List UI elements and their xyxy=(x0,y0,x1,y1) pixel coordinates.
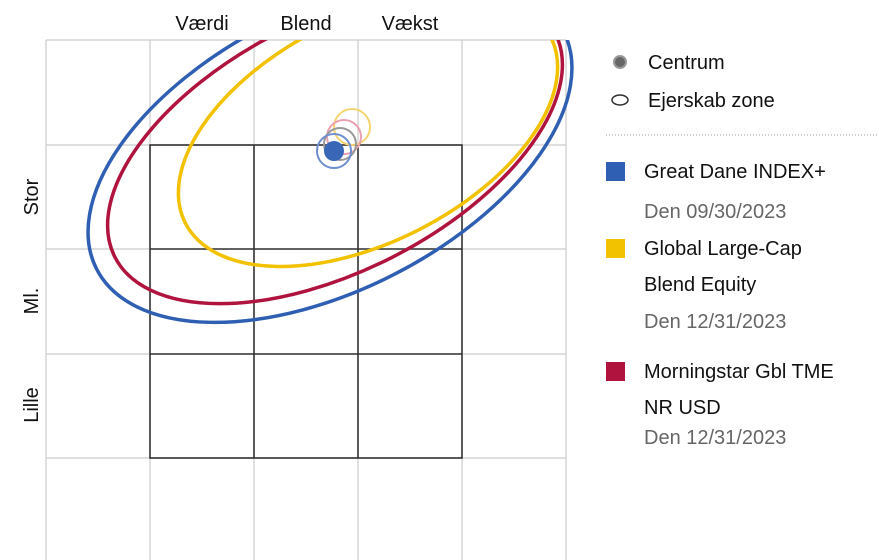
row-label: Ml. xyxy=(21,288,43,315)
legend-label: Blend Equity xyxy=(644,274,756,296)
column-label: Vækst xyxy=(382,13,439,35)
row-label: Stor xyxy=(21,178,43,215)
centroids xyxy=(316,108,371,169)
legend-label: Ejerskab zone xyxy=(648,90,775,112)
legend-label: Morningstar Gbl TME xyxy=(644,361,834,383)
legend: Centrum Ejerskab zone Great Dane INDEX+ … xyxy=(606,52,879,449)
legend-label: Centrum xyxy=(648,52,725,74)
ownership-zones xyxy=(86,40,574,325)
zone-blue xyxy=(86,40,574,325)
zone-yellow xyxy=(176,40,560,269)
column-label: Værdi xyxy=(175,13,228,35)
legend-date: Den 12/31/2023 xyxy=(644,311,786,333)
zone-red xyxy=(105,40,565,306)
row-label: Lille xyxy=(21,387,43,423)
legend-label: NR USD xyxy=(644,397,721,419)
legend-date: Den 12/31/2023 xyxy=(644,427,786,449)
legend-label: Global Large-Cap xyxy=(644,238,802,260)
legend-date: Den 09/30/2023 xyxy=(644,201,786,223)
legend-label: Great Dane INDEX+ xyxy=(644,161,826,183)
column-label: Blend xyxy=(280,13,331,35)
